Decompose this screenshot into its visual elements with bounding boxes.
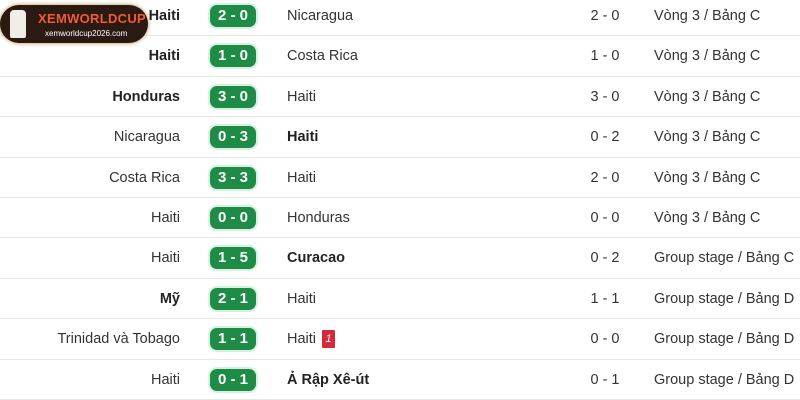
site-logo[interactable]: XEMWORLDCUP xemworldcup2026.com <box>0 5 148 43</box>
round-label: Vòng 3 / Bảng C <box>654 8 761 24</box>
score-badge[interactable]: 1 - 1 <box>210 328 256 351</box>
round-label: Group stage / Bảng D <box>654 290 795 307</box>
home-team[interactable]: Haiti <box>150 371 180 388</box>
trophy-icon <box>10 10 26 38</box>
score-badge[interactable]: 0 - 3 <box>210 126 256 149</box>
match-row[interactable]: Haiti 0 - 0 Honduras 0 - 0 Vòng 3 / Bảng C <box>0 198 800 239</box>
away-team[interactable]: Honduras <box>287 198 350 238</box>
half-time-score: 1 - 1 <box>590 290 620 307</box>
home-team[interactable]: Honduras <box>112 88 180 105</box>
away-team-name: Ả Rập Xê-út <box>287 371 370 388</box>
home-team[interactable]: Haiti <box>148 8 180 24</box>
home-team[interactable]: Mỹ <box>159 290 180 307</box>
away-team[interactable]: Ả Rập Xê-út <box>287 360 369 400</box>
away-team-name: Haiti <box>287 169 317 186</box>
half-time-score: 3 - 0 <box>590 88 620 105</box>
away-team[interactable]: Haiti 1 <box>287 319 336 359</box>
round-label: Vòng 3 / Bảng C <box>654 48 761 65</box>
match-row[interactable]: Costa Rica 3 - 3 Haiti 2 - 0 Vòng 3 / Bảng C <box>0 158 800 198</box>
home-team[interactable]: Haiti <box>150 250 180 267</box>
half-time-score: 0 - 0 <box>590 209 620 226</box>
away-team[interactable]: Costa Rica <box>287 36 358 76</box>
half-time-score: 0 - 0 <box>590 331 620 348</box>
red-card-icon: 1 <box>322 330 336 349</box>
score-badge[interactable]: 3 - 0 <box>210 85 256 108</box>
away-team[interactable]: Haiti <box>287 158 316 198</box>
round-label: Group stage / Bảng D <box>654 371 795 388</box>
round-label: Vòng 3 / Bảng C <box>654 209 761 226</box>
home-team[interactable]: Trinidad và Tobago <box>57 331 180 348</box>
half-time-score: 0 - 2 <box>590 129 620 146</box>
away-team[interactable]: Nicaragua <box>287 0 353 36</box>
round-label: Vòng 3 / Bảng C <box>654 88 761 105</box>
away-team-name: Haiti <box>287 290 317 307</box>
score-badge[interactable]: 2 - 0 <box>210 5 256 27</box>
score-badge[interactable]: 2 - 1 <box>210 287 256 310</box>
away-team-name: Haiti <box>287 331 317 348</box>
round-label: Group stage / Bảng D <box>654 331 795 348</box>
score-badge[interactable]: 0 - 1 <box>210 368 256 391</box>
logo-url: xemworldcup2026.com <box>45 29 128 38</box>
away-team-name: Costa Rica <box>287 48 358 65</box>
half-time-score: 0 - 2 <box>590 250 620 267</box>
match-row[interactable]: Trinidad và Tobago 1 - 1 Haiti 1 0 - 0 Group … <box>0 319 800 360</box>
round-label: Vòng 3 / Bảng C <box>654 169 761 186</box>
match-row[interactable]: Nicaragua 0 - 3 Haiti 0 - 2 Vòng 3 / Bảng C <box>0 117 800 158</box>
away-team[interactable]: Haiti <box>287 117 318 157</box>
away-team-name: Honduras <box>287 209 350 226</box>
away-team[interactable]: Haiti <box>287 77 316 117</box>
away-team-name: Haiti <box>287 129 319 146</box>
match-row[interactable]: Haiti 1 - 5 Curacao 0 - 2 Group stage / Bảng… <box>0 238 800 279</box>
home-team[interactable]: Nicaragua <box>113 129 180 146</box>
match-row[interactable]: Haiti 1 - 0 Costa Rica 1 - 0 Vòng 3 / Bảng C <box>0 36 800 77</box>
match-row[interactable]: Mỹ 2 - 1 Haiti 1 - 1 Group stage / Bảng D <box>0 279 800 320</box>
half-time-score: 1 - 0 <box>590 48 620 65</box>
away-team[interactable]: Haiti <box>287 279 316 319</box>
round-label: Group stage / Bảng C <box>654 250 795 267</box>
half-time-score: 0 - 1 <box>590 371 620 388</box>
half-time-score: 2 - 0 <box>590 8 620 24</box>
home-team[interactable]: Haiti <box>148 48 180 65</box>
match-row[interactable]: Honduras 3 - 0 Haiti 3 - 0 Vòng 3 / Bảng C <box>0 77 800 118</box>
score-badge[interactable]: 1 - 0 <box>210 45 256 68</box>
round-label: Vòng 3 / Bảng C <box>654 129 761 146</box>
away-team[interactable]: Curacao <box>287 238 345 278</box>
away-team-name: Nicaragua <box>287 8 354 24</box>
logo-title: XEMWORLDCUP <box>38 11 147 26</box>
score-badge[interactable]: 1 - 5 <box>210 247 256 270</box>
half-time-score: 2 - 0 <box>590 169 620 186</box>
score-badge[interactable]: 3 - 3 <box>210 166 256 189</box>
match-row[interactable]: Haiti 2 - 0 Nicaragua 2 - 0 Vòng 3 / Bảng C <box>0 0 800 37</box>
match-row[interactable]: Haiti 0 - 1 Ả Rập Xê-út 0 - 1 Group stage / … <box>0 360 800 400</box>
score-badge[interactable]: 0 - 0 <box>210 206 256 229</box>
home-team[interactable]: Costa Rica <box>109 169 180 186</box>
home-team[interactable]: Haiti <box>150 209 180 226</box>
away-team-name: Haiti <box>287 88 317 105</box>
away-team-name: Curacao <box>287 250 346 267</box>
